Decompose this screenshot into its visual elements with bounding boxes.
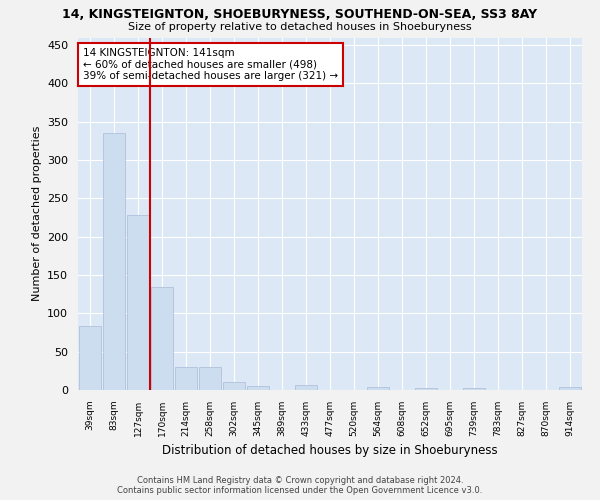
Text: 14, KINGSTEIGNTON, SHOEBURYNESS, SOUTHEND-ON-SEA, SS3 8AY: 14, KINGSTEIGNTON, SHOEBURYNESS, SOUTHEN… [62, 8, 538, 20]
Bar [559, 387, 581, 390]
X-axis label: Distribution of detached houses by size in Shoeburyness: Distribution of detached houses by size … [162, 444, 498, 458]
Bar [223, 382, 245, 390]
Bar [367, 387, 389, 390]
Text: Size of property relative to detached houses in Shoeburyness: Size of property relative to detached ho… [128, 22, 472, 32]
Bar [415, 388, 437, 390]
Bar [79, 326, 101, 390]
Bar [103, 134, 125, 390]
Y-axis label: Number of detached properties: Number of detached properties [32, 126, 41, 302]
Bar [127, 214, 149, 390]
Bar [199, 367, 221, 390]
Bar [463, 388, 485, 390]
Bar [247, 386, 269, 390]
Bar [295, 386, 317, 390]
Bar [175, 367, 197, 390]
Bar [151, 286, 173, 390]
Text: Contains HM Land Registry data © Crown copyright and database right 2024.
Contai: Contains HM Land Registry data © Crown c… [118, 476, 482, 495]
Text: 14 KINGSTEIGNTON: 141sqm
← 60% of detached houses are smaller (498)
39% of semi-: 14 KINGSTEIGNTON: 141sqm ← 60% of detach… [83, 48, 338, 82]
